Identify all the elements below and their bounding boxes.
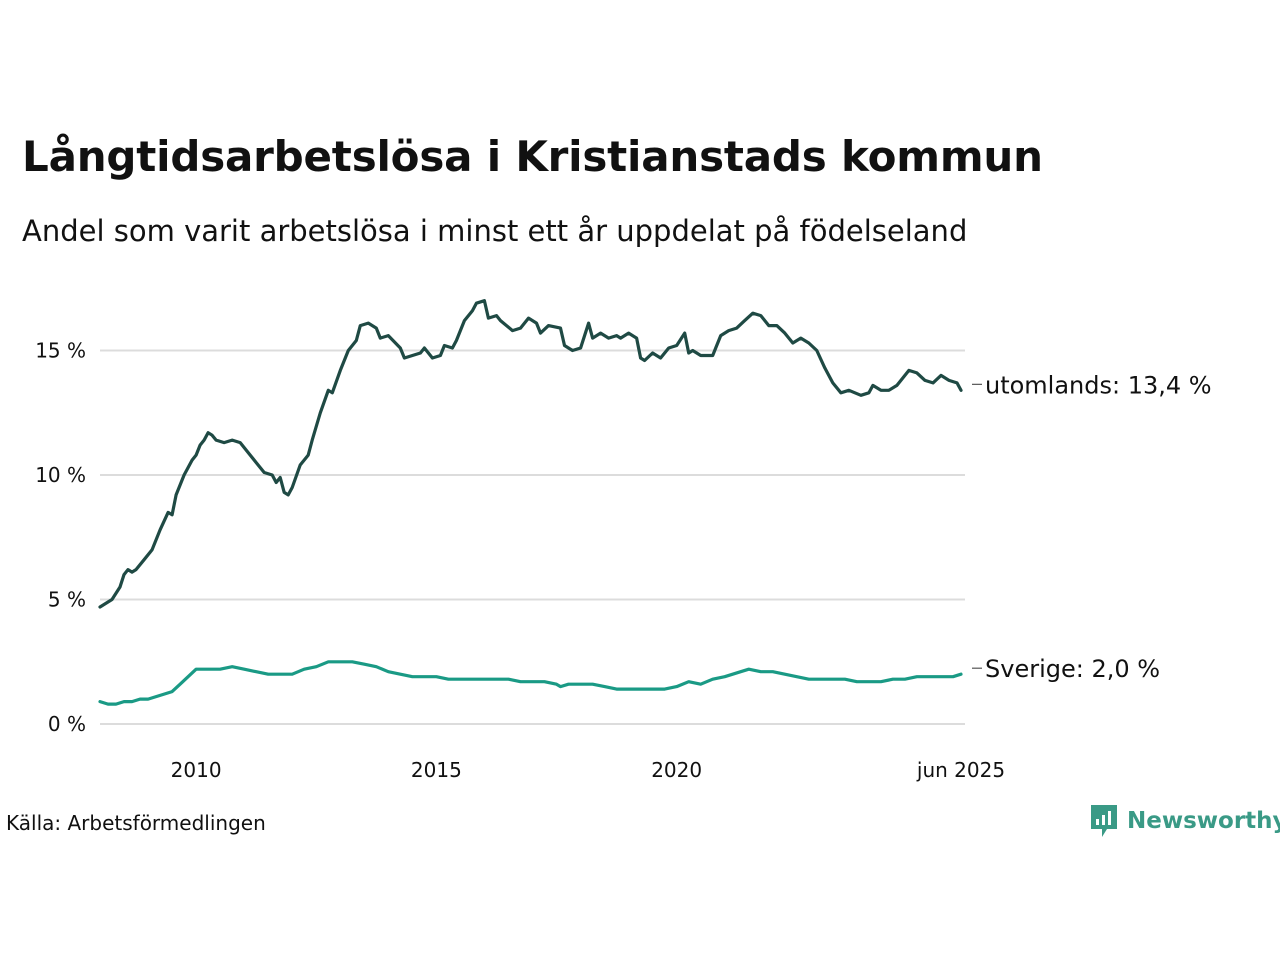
y-tick-label: 15 % — [35, 339, 86, 363]
x-tick-label: 2020 — [651, 758, 702, 782]
y-tick-label: 10 % — [35, 463, 86, 487]
gridlines — [100, 349, 965, 725]
series-lines — [98, 299, 963, 706]
y-axis-ticks: 0 % 5 % 10 % 15 % — [35, 339, 86, 737]
logo-text: Newsworthy — [1127, 808, 1280, 834]
x-axis-ticks: 2010 2015 2020 jun 2025 — [171, 758, 1005, 782]
newsworthy-logo: Newsworthy — [1089, 803, 1280, 839]
chart-title: Långtidsarbetslösa i Kristianstads kommu… — [22, 132, 1043, 181]
series-line-sverige — [98, 660, 963, 706]
chart-subtitle: Andel som varit arbetslösa i minst ett å… — [22, 214, 968, 248]
x-tick-label: 2010 — [171, 758, 222, 782]
end-label-utomlands: utomlands: 13,4 % — [985, 371, 1212, 399]
x-tick-label: 2015 — [411, 758, 462, 782]
source-note: Källa: Arbetsförmedlingen — [6, 811, 266, 835]
series-line-utomlands — [98, 299, 963, 609]
y-tick-label: 5 % — [48, 588, 86, 612]
x-tick-label: jun 2025 — [916, 758, 1005, 782]
newsworthy-chart-icon — [1091, 805, 1117, 837]
end-label-sverige: Sverige: 2,0 % — [985, 655, 1160, 683]
y-tick-label: 0 % — [48, 712, 86, 736]
end-labels: utomlands: 13,4 % Sverige: 2,0 % — [972, 371, 1212, 683]
